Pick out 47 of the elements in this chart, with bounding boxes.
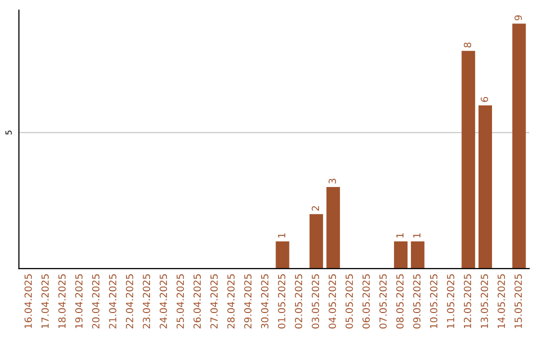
bar bbox=[326, 186, 340, 269]
x-tick-label: 04.05.2025 bbox=[328, 274, 336, 328]
x-tick-label: 03.05.2025 bbox=[312, 274, 320, 328]
x-tick-label: 07.05.2025 bbox=[379, 274, 387, 328]
x-tick-label: 29.04.2025 bbox=[244, 274, 252, 328]
data-label: 1 bbox=[396, 233, 404, 238]
x-tick-label: 27.04.2025 bbox=[210, 274, 218, 328]
data-label: 3 bbox=[328, 178, 336, 184]
bar bbox=[310, 214, 324, 269]
x-tick-label: 28.04.2025 bbox=[227, 274, 235, 328]
x-tick-label: 19.04.2025 bbox=[75, 274, 83, 328]
x-tick-label: 18.04.2025 bbox=[58, 274, 66, 328]
bar bbox=[394, 241, 408, 269]
bar bbox=[478, 105, 492, 269]
x-tick-label: 23.04.2025 bbox=[142, 274, 150, 328]
data-label: 8 bbox=[464, 42, 472, 48]
x-tick-label: 09.05.2025 bbox=[413, 274, 420, 328]
x-tick-label: 11.05.2025 bbox=[446, 274, 454, 328]
x-tick-label: 20.04.2025 bbox=[92, 274, 100, 328]
bar bbox=[276, 241, 290, 269]
x-tick-label: 01.05.2025 bbox=[278, 274, 286, 328]
x-tick-label: 24.04.2025 bbox=[160, 274, 168, 328]
x-tick-label: 21.04.2025 bbox=[108, 274, 116, 328]
data-label: 6 bbox=[480, 96, 488, 102]
x-tick-label: 06.05.2025 bbox=[362, 274, 370, 328]
x-tick-label: 30.04.2025 bbox=[261, 274, 268, 328]
x-tick-label: 25.04.2025 bbox=[176, 274, 184, 328]
x-tick-label: 16.04.2025 bbox=[24, 274, 32, 328]
data-label: 2 bbox=[312, 206, 319, 211]
data-label: 1 bbox=[413, 233, 420, 238]
bar bbox=[462, 50, 476, 269]
x-tick-label: 10.05.2025 bbox=[430, 274, 438, 328]
bar bbox=[512, 24, 526, 269]
x-tick-label: 08.05.2025 bbox=[396, 274, 404, 328]
x-tick-label: 13.05.2025 bbox=[480, 274, 488, 328]
x-tick-label: 22.04.2025 bbox=[126, 274, 134, 328]
data-label: 1 bbox=[278, 233, 286, 238]
x-tick-label: 02.05.2025 bbox=[294, 274, 302, 328]
x-tick-label: 15.05.2025 bbox=[514, 274, 522, 328]
x-tick-label: 12.05.2025 bbox=[464, 274, 472, 328]
data-label: 9 bbox=[514, 15, 522, 20]
bar bbox=[410, 241, 424, 269]
ref-line-label: 5 bbox=[6, 130, 12, 135]
x-tick-label: 17.04.2025 bbox=[41, 274, 49, 328]
x-tick-label: 26.04.2025 bbox=[193, 274, 201, 328]
x-tick-label: 14.05.2025 bbox=[498, 274, 505, 328]
x-tick-label: 05.05.2025 bbox=[346, 274, 353, 328]
